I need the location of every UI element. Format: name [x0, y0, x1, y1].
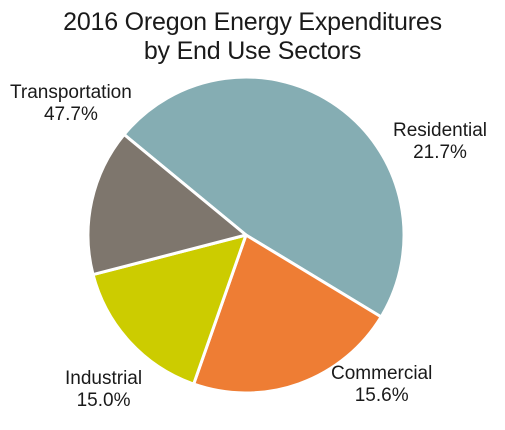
chart-title-line-1: 2016 Oregon Energy Expenditures — [63, 8, 442, 36]
label-residential: Residential 21.7% — [393, 120, 487, 164]
label-transportation: Transportation 47.7% — [10, 82, 132, 126]
label-transportation-value: 47.7% — [43, 104, 98, 125]
pie-slice-industrial — [86, 133, 248, 277]
pie-slice-commercial — [91, 233, 248, 386]
chart-title: 2016 Oregon Energy Expenditures by End U… — [0, 8, 505, 66]
label-industrial-value: 15.0% — [76, 390, 131, 411]
label-industrial: Industrial 15.0% — [65, 368, 142, 412]
label-commercial-name: Commercial — [331, 363, 433, 384]
label-commercial: Commercial 15.6% — [331, 363, 432, 407]
label-industrial-name: Industrial — [65, 368, 143, 389]
label-residential-name: Residential — [393, 120, 487, 141]
chart-subtitle: by End Use Sectors — [143, 37, 362, 65]
pie-slice-residential — [192, 233, 383, 395]
pie-slice-transportation — [122, 75, 406, 319]
label-transportation-name: Transportation — [10, 82, 132, 103]
label-commercial-value: 15.6% — [354, 385, 409, 406]
label-residential-value: 21.7% — [413, 142, 467, 163]
